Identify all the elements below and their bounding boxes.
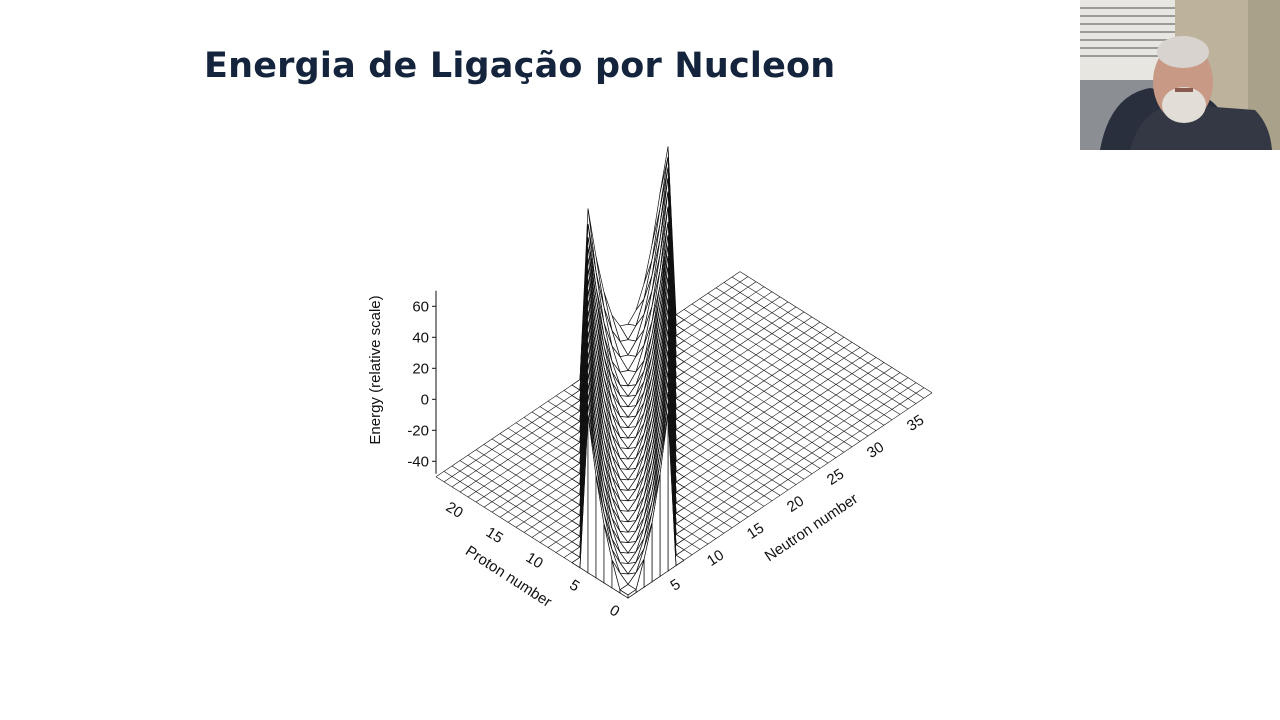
- z-tick-label: 0: [421, 391, 429, 408]
- proton-tick-label: 0: [606, 602, 622, 621]
- presenter-webcam: [1080, 0, 1280, 150]
- proton-axis-label: Proton number: [462, 543, 554, 611]
- z-tick-label: 20: [412, 360, 429, 377]
- neutron-tick-label: 10: [704, 547, 727, 570]
- z-tick-label: -20: [407, 422, 429, 439]
- proton-tick-label: 10: [523, 549, 546, 572]
- neutron-tick-label: 25: [824, 466, 847, 489]
- neutron-axis-label: Neutron number: [762, 490, 861, 565]
- neutron-tick-label: 30: [864, 439, 887, 462]
- surface-cell: [619, 584, 637, 596]
- slide-title: Energia de Ligação por Nucleon: [204, 46, 836, 86]
- neutron-tick-label: 35: [904, 412, 927, 435]
- z-tick-label: -40: [407, 453, 429, 470]
- neutron-tick-label: 5: [667, 576, 683, 595]
- proton-tick-label: 15: [483, 524, 506, 547]
- z-axis: 60 40 20 0 -20 -40 Energy (relative scale): [367, 290, 437, 474]
- neutron-tick-label: 15: [744, 520, 767, 543]
- proton-tick-label: 20: [443, 499, 466, 522]
- z-tick-label: 60: [412, 298, 429, 315]
- proton-tick-label: 5: [566, 577, 582, 596]
- z-axis-label: Energy (relative scale): [367, 295, 384, 444]
- neutron-tick-label: 20: [784, 493, 807, 516]
- z-tick-label: 40: [412, 329, 429, 346]
- energy-surface: [571, 146, 685, 599]
- presenter-video-icon: [1080, 0, 1280, 150]
